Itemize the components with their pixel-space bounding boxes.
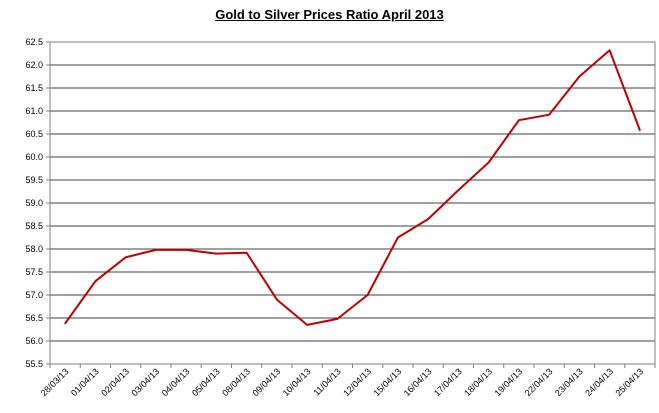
data-point <box>185 249 187 251</box>
x-tick-label: 18/04/13 <box>462 366 494 398</box>
y-tick-label: 61.0 <box>25 106 43 116</box>
data-point <box>306 324 308 326</box>
data-point <box>94 280 97 283</box>
data-point <box>366 294 369 296</box>
data-point <box>336 318 339 320</box>
x-tick-label: 09/04/13 <box>250 366 282 398</box>
x-tick-label: 05/04/13 <box>190 366 222 398</box>
data-point <box>124 256 127 259</box>
data-point <box>457 189 460 191</box>
data-point <box>245 251 248 254</box>
data-point <box>155 249 157 251</box>
x-tick-label: 16/04/13 <box>402 366 434 398</box>
x-tick-label: 12/04/13 <box>341 366 373 398</box>
x-tick-label: 01/04/13 <box>69 366 101 398</box>
x-tick-label: 19/04/13 <box>492 366 524 398</box>
data-point <box>397 236 399 239</box>
y-tick-label: 56.0 <box>25 336 43 346</box>
y-tick-label: 59.5 <box>25 175 43 185</box>
data-point <box>548 113 550 116</box>
x-tick-label: 23/04/13 <box>553 366 585 398</box>
data-point <box>64 322 66 325</box>
data-point <box>276 298 278 301</box>
x-tick-label: 10/04/13 <box>281 366 313 398</box>
y-tick-label: 55.5 <box>25 359 43 369</box>
x-tick-label: 04/04/13 <box>160 366 192 398</box>
data-point <box>518 119 520 121</box>
y-tick-label: 62.5 <box>25 37 43 47</box>
y-tick-label: 60.5 <box>25 129 43 139</box>
y-tick-label: 59.0 <box>25 198 43 208</box>
x-axis-ticks: 28/03/1301/04/1302/04/1303/04/1304/04/13… <box>39 364 656 398</box>
y-tick-label: 62.0 <box>25 60 43 70</box>
x-tick-label: 02/04/13 <box>99 366 131 398</box>
y-tick-label: 58.5 <box>25 221 43 231</box>
data-point <box>427 218 429 220</box>
y-tick-label: 61.5 <box>25 83 43 93</box>
gridlines <box>50 41 655 365</box>
x-tick-label: 28/03/13 <box>39 366 71 398</box>
data-point <box>215 252 218 255</box>
y-tick-label: 56.5 <box>25 313 43 323</box>
x-tick-label: 15/04/13 <box>371 366 403 398</box>
x-tick-label: 17/04/13 <box>432 366 464 398</box>
data-point <box>639 129 641 132</box>
y-tick-label: 58.0 <box>25 244 43 254</box>
y-tick-label: 57.5 <box>25 267 43 277</box>
chart-title: Gold to Silver Prices Ratio April 2013 <box>215 7 444 22</box>
x-tick-label: 08/04/13 <box>220 366 252 398</box>
y-tick-label: 60.0 <box>25 152 43 162</box>
x-tick-label: 22/04/13 <box>523 366 555 398</box>
y-tick-label: 57.0 <box>25 290 43 300</box>
data-point <box>608 49 611 52</box>
series-line <box>64 49 641 326</box>
series-group <box>64 49 641 326</box>
x-tick-label: 25/04/13 <box>613 366 645 398</box>
x-tick-label: 03/04/13 <box>129 366 161 398</box>
x-tick-label: 24/04/13 <box>583 366 615 398</box>
data-point <box>487 161 490 164</box>
x-tick-label: 11/04/13 <box>311 366 342 397</box>
y-axis-ticks: 55.5 56.0 56.5 57.0 57.5 58.0 58.5 59.0 59.5 60.0… <box>25 37 50 369</box>
data-point <box>578 75 581 78</box>
